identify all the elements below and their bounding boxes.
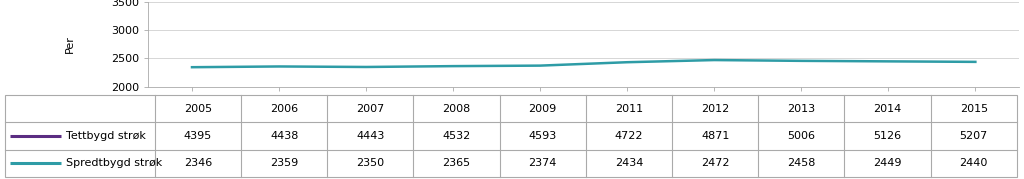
Text: 2012: 2012 — [701, 104, 729, 114]
Text: 4722: 4722 — [614, 131, 643, 141]
Text: 5006: 5006 — [787, 131, 815, 141]
Text: 2006: 2006 — [270, 104, 298, 114]
Text: Tettbygd strøk: Tettbygd strøk — [66, 131, 145, 141]
Text: 5126: 5126 — [873, 131, 901, 141]
Text: 4395: 4395 — [184, 131, 212, 141]
Text: Spredtbygd strøk: Spredtbygd strøk — [66, 158, 162, 168]
Text: 2015: 2015 — [959, 104, 988, 114]
Text: 5207: 5207 — [959, 131, 988, 141]
Text: 2346: 2346 — [184, 158, 212, 168]
Text: 2434: 2434 — [614, 158, 643, 168]
Text: 2458: 2458 — [787, 158, 815, 168]
Text: 2005: 2005 — [184, 104, 212, 114]
Text: 4532: 4532 — [442, 131, 471, 141]
Text: 4871: 4871 — [701, 131, 729, 141]
Text: 4443: 4443 — [356, 131, 385, 141]
Text: 2374: 2374 — [528, 158, 557, 168]
Text: 2472: 2472 — [700, 158, 729, 168]
Text: 2440: 2440 — [959, 158, 988, 168]
Y-axis label: Per


: Per — [66, 35, 110, 53]
Text: 2449: 2449 — [873, 158, 902, 168]
Text: 2350: 2350 — [356, 158, 384, 168]
Text: 2009: 2009 — [528, 104, 557, 114]
Text: 2007: 2007 — [356, 104, 384, 114]
Text: 2008: 2008 — [442, 104, 471, 114]
Text: 4593: 4593 — [528, 131, 557, 141]
Text: 4438: 4438 — [270, 131, 298, 141]
Text: 2013: 2013 — [787, 104, 815, 114]
Text: 2359: 2359 — [270, 158, 298, 168]
Text: 2014: 2014 — [873, 104, 902, 114]
Text: 2011: 2011 — [614, 104, 643, 114]
Text: 2365: 2365 — [442, 158, 471, 168]
